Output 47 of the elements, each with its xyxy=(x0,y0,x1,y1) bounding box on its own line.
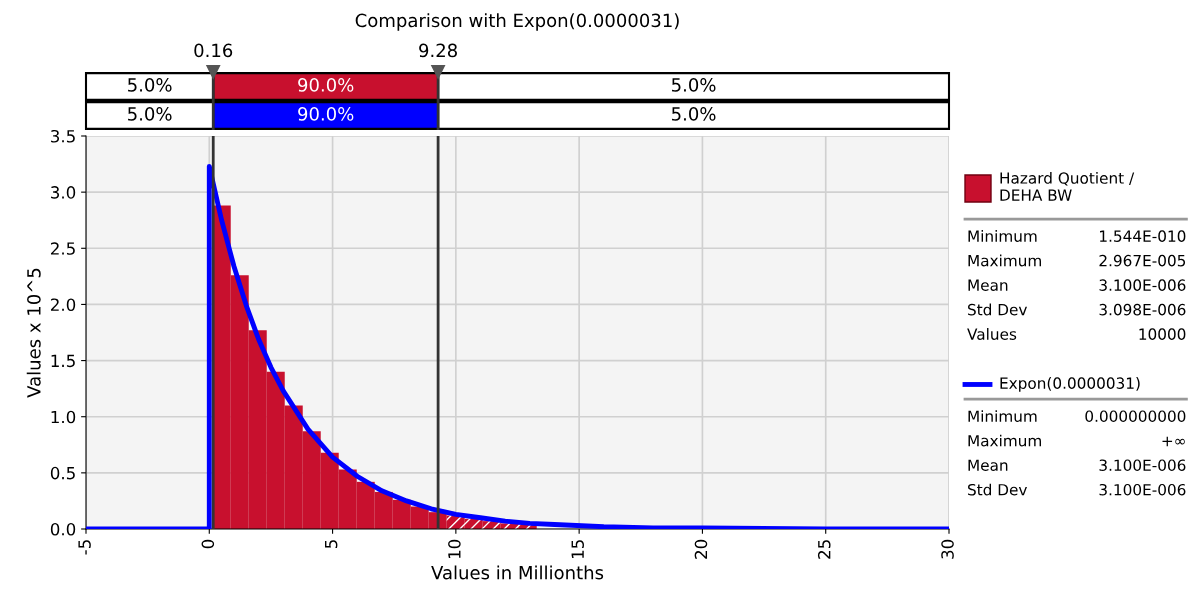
y-tick-label: 0.0 xyxy=(50,522,76,536)
chart-title: Comparison with Expon(0.0000031) xyxy=(355,13,679,31)
x-tick-label: 5 xyxy=(325,540,338,549)
text: 3.100E-006 xyxy=(1099,483,1186,496)
text: Minimum xyxy=(968,410,1037,422)
text: 5.0% xyxy=(128,107,172,121)
y-tick-label: 3.5 xyxy=(51,129,75,143)
text: Std Dev xyxy=(968,483,1027,496)
y-tick-label: 1.5 xyxy=(51,354,75,368)
y-tick-label: 0.5 xyxy=(50,466,75,480)
text: 0.000000000 xyxy=(1085,410,1186,422)
text: 90.0% xyxy=(298,78,354,92)
x-tick-label: 30 xyxy=(941,539,954,559)
y-tick-label: 2.0 xyxy=(50,298,76,311)
x-tick-label: 10 xyxy=(448,539,461,559)
text: Std Dev xyxy=(968,303,1027,316)
x-axis-title: Values in Millionths xyxy=(431,565,604,580)
text: 5.0% xyxy=(128,78,172,92)
x-tick-label: 0 xyxy=(201,539,215,549)
y-tick-label: 2.5 xyxy=(50,242,75,255)
text: Minimum xyxy=(968,230,1037,242)
text: Mean xyxy=(968,279,1008,291)
y-tick-label: 1.0 xyxy=(51,410,76,424)
text: 2.967E-005 xyxy=(1099,254,1186,267)
text: 3.100E-006 xyxy=(1099,279,1186,291)
text: Values xyxy=(967,328,1017,340)
x-tick-label: -5 xyxy=(78,540,91,555)
text: Mean xyxy=(968,459,1008,471)
ref-line-label: 0.16 xyxy=(194,43,233,58)
text: 10000 xyxy=(1139,328,1186,340)
text: Maximum xyxy=(968,434,1041,447)
x-tick-label: 25 xyxy=(817,540,831,559)
y-axis-title: Values x 10^5 xyxy=(26,268,41,398)
y-tick-label: 3.0 xyxy=(51,186,76,199)
x-tick-label: 20 xyxy=(694,539,708,559)
x-tick-label: 15 xyxy=(571,540,584,559)
text: +∞ xyxy=(1162,436,1185,447)
text: 5.0% xyxy=(672,107,716,121)
text: 90.0% xyxy=(298,107,354,121)
ref-line-label: 9.28 xyxy=(419,43,457,58)
text: 3.098E-006 xyxy=(1099,303,1186,316)
legend-label: Expon(0.0000031) xyxy=(1000,377,1140,392)
text: 3.100E-006 xyxy=(1099,459,1186,471)
text: 5.0% xyxy=(672,78,716,92)
text: 1.544E-010 xyxy=(1100,230,1186,242)
legend-label: Hazard Quotient / DEHA BW xyxy=(1000,172,1135,201)
text: Maximum xyxy=(968,254,1041,267)
